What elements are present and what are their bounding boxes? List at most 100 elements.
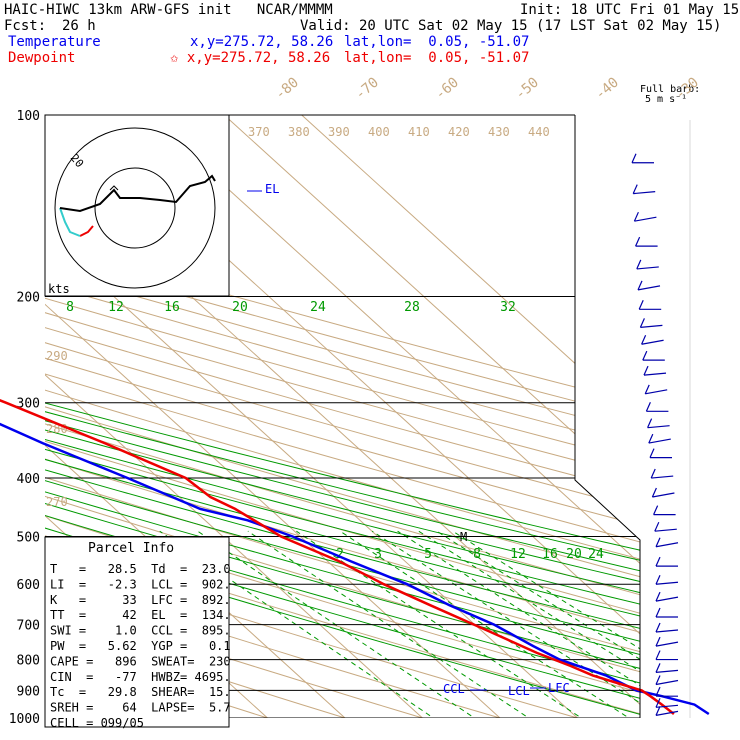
wind-barb xyxy=(645,389,668,395)
mixing-ratio-label: 32 xyxy=(500,300,516,315)
annotation-label: M xyxy=(460,530,467,544)
wind-barb-flag xyxy=(655,636,661,647)
parcel-row: TT = 42 EL = 134. xyxy=(50,608,231,622)
hodograph-trace-low xyxy=(79,225,94,237)
mixing-ratio-label: 16 xyxy=(542,547,558,562)
wind-barb xyxy=(647,425,670,429)
parcel-row: K = 33 LFC = 892. xyxy=(50,593,231,607)
wind-barb-flag xyxy=(655,574,661,585)
wind-barb-flag xyxy=(655,650,661,660)
mixing-ratio-label: 20 xyxy=(566,547,582,562)
wind-barb xyxy=(655,669,679,673)
annotation-label: CCL xyxy=(443,682,465,696)
dry-adiabat xyxy=(45,115,640,718)
pressure-tick-label: 300 xyxy=(17,397,40,412)
mixing-ratio-line xyxy=(452,530,640,718)
theta-label: 430 xyxy=(488,125,510,139)
isotherm-label: -40 xyxy=(592,75,622,104)
mixing-ratio-label: 2 xyxy=(336,547,344,562)
dry-adiabat xyxy=(45,115,466,718)
moist-adiabat xyxy=(45,162,640,718)
wind-barb-flag xyxy=(655,698,661,708)
theta-label: 420 xyxy=(448,125,470,139)
barb-unit: 5 m s⁻¹ xyxy=(645,94,688,105)
valid-time: Valid: 20 UTC Sat 02 May 15 (17 LST Sat … xyxy=(300,18,722,34)
sounding-profiles: EL CCL LCL LFC M xyxy=(0,182,710,716)
isotherm-label: -30 xyxy=(672,75,702,104)
wind-barb-flag xyxy=(655,537,661,547)
parcel-row: CIN = -77 HWBZ= 4695. xyxy=(50,670,231,684)
annotation-label: LCL xyxy=(508,684,530,698)
wind-barb xyxy=(641,339,664,345)
wind-barb xyxy=(655,629,679,633)
theta-label: 440 xyxy=(528,125,550,139)
pressure-tick-label: 400 xyxy=(17,472,40,487)
wind-barb xyxy=(640,324,663,328)
plot-border xyxy=(574,115,641,718)
wind-barb-flag xyxy=(645,402,651,412)
wind-barb-flag xyxy=(655,607,661,618)
pressure-tick-label: 200 xyxy=(17,291,40,306)
hodograph-storm-marker xyxy=(109,185,119,191)
mixing-ratio-label: 8 xyxy=(473,547,481,562)
moist-adiabat xyxy=(45,162,640,718)
parcel-row: LI = -2.3 LCL = 902. xyxy=(50,577,231,591)
parcel-title: Parcel Info xyxy=(88,541,174,556)
wind-barb-flag xyxy=(641,335,647,345)
model-title: HAIC-HIWC 13km ARW-GFS init NCAR/MMMM xyxy=(4,2,333,18)
isotherm-line xyxy=(45,115,515,718)
mixing-ratio-label: 12 xyxy=(108,300,124,315)
wind-barb-flag xyxy=(655,622,661,633)
dry-adiabat xyxy=(45,115,640,718)
wind-barb-flag xyxy=(654,521,660,532)
wind-barb xyxy=(636,266,659,270)
moist-adiabat xyxy=(45,162,640,718)
moist-adiabat xyxy=(45,162,640,718)
wind-barb xyxy=(655,710,679,716)
dry-adiabat xyxy=(45,115,640,718)
moist-adiabat xyxy=(45,162,640,718)
temperature-latlon: lat,lon= 0.05, -51.07 xyxy=(344,34,530,50)
wind-barb xyxy=(637,285,661,291)
pressure-tick-label: 500 xyxy=(17,530,40,545)
wind-barb xyxy=(655,641,679,647)
pressure-tick-label: 700 xyxy=(17,619,40,634)
dry-adiabat xyxy=(45,115,640,718)
dry-adiabat xyxy=(45,115,640,718)
isotherm-line xyxy=(223,115,640,718)
barb-title: Full barb: xyxy=(640,84,701,95)
theta-label: 400 xyxy=(368,125,390,139)
wind-barb-flag xyxy=(633,211,639,222)
wind-barb xyxy=(654,528,677,532)
wind-barb-flag xyxy=(649,448,655,458)
wind-barb xyxy=(655,679,679,686)
wind-barb xyxy=(633,190,656,195)
wind-barb-flag xyxy=(637,280,643,291)
isotherm-line xyxy=(45,115,360,718)
wind-barb xyxy=(652,492,675,498)
wind-barb xyxy=(655,596,679,602)
isotherm-label: -60 xyxy=(432,75,462,104)
dry-adiabat xyxy=(45,115,640,718)
dry-adiabat xyxy=(45,115,544,718)
wind-barb-flag xyxy=(655,663,661,673)
mixing-ratio-label: 3 xyxy=(374,547,382,562)
hodograph-trace-upper xyxy=(59,174,216,213)
wind-barb-flag xyxy=(655,686,661,697)
wind-barb xyxy=(655,581,679,585)
annotation-label: EL xyxy=(265,182,279,196)
wind-barb-flag xyxy=(636,259,642,270)
dry-adiabat xyxy=(45,115,640,718)
dry-adiabat xyxy=(45,115,387,718)
temperature-label: Temperature xyxy=(8,34,101,50)
wind-barb-flag xyxy=(638,300,644,310)
wind-barb-flag xyxy=(639,318,645,328)
parcel-row: CELL = 099/05 xyxy=(50,716,144,730)
dewpoint-label: Dewpoint xyxy=(8,50,76,66)
init-time: Init: 18 UTC Fri 01 May 15 xyxy=(520,2,740,18)
wind-barb xyxy=(634,216,657,222)
dry-adiabat xyxy=(45,115,640,718)
mixing-ratio-line xyxy=(418,530,640,718)
parcel-row: Tc = 29.8 SHEAR= 15. xyxy=(50,685,231,699)
isotherm-line xyxy=(45,115,592,718)
